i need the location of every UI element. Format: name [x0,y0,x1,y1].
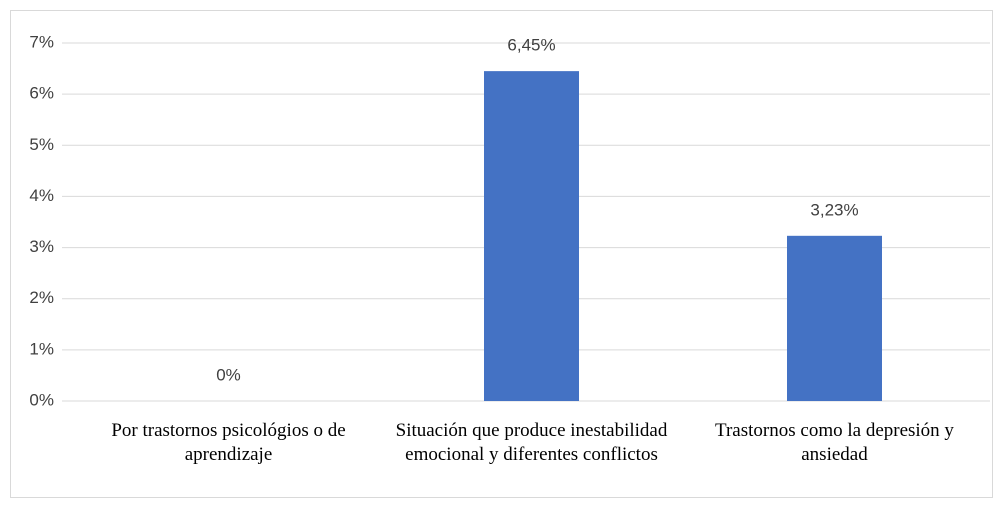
bar [484,71,579,401]
value-label: 6,45% [507,36,555,55]
x-tick-label: Trastornos como la depresión y ansiedad [715,420,954,465]
y-tick-label: 1% [29,339,54,358]
y-tick-label: 4% [29,186,54,205]
y-tick-label: 5% [29,135,54,154]
y-tick-label: 2% [29,288,54,307]
bar [787,235,882,401]
y-tick-label: 7% [29,32,54,51]
y-tick-label: 3% [29,237,54,256]
y-tick-label: 0% [29,390,54,409]
value-label: 0% [216,365,241,384]
x-tick-label: Por trastornos psicológios o de aprendiz… [111,420,346,465]
value-label: 3,23% [810,200,858,219]
y-tick-label: 6% [29,84,54,103]
x-tick-label: Situación que produce inestabilidad emoc… [395,420,668,465]
